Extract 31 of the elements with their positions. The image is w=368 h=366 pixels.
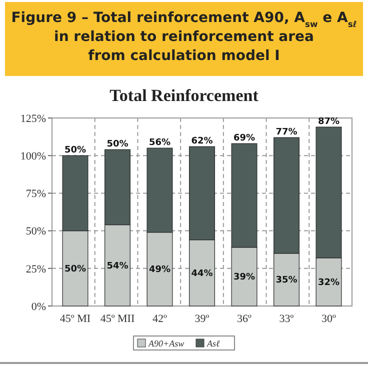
data-label: 39% <box>233 272 256 283</box>
data-label: 69% <box>233 134 256 144</box>
y-tick-label: 50% <box>26 226 46 238</box>
chart-subtitle: Total Reinforcement <box>110 86 259 105</box>
data-label: 54% <box>106 261 128 272</box>
y-tick-label: 0% <box>31 300 46 313</box>
data-label: 87% <box>318 117 340 128</box>
x-tick-label: 42º <box>152 313 168 325</box>
x-tick-label: 45º MI <box>60 313 91 325</box>
y-tick-label: 100% <box>20 150 46 162</box>
x-tick-label: 30º <box>322 313 337 325</box>
y-tick-label: 25% <box>26 263 46 276</box>
x-tick-label: 36º <box>237 313 252 325</box>
data-label: 50% <box>106 140 128 150</box>
data-label: 44% <box>191 268 213 279</box>
data-label: 50% <box>64 264 86 274</box>
data-label: 62% <box>191 136 213 147</box>
x-tick-label: 45º MII <box>100 313 135 325</box>
data-label: 32% <box>318 278 340 288</box>
data-label: 49% <box>148 265 171 276</box>
x-tick-label: 39º <box>194 313 210 325</box>
data-label: 56% <box>148 138 171 148</box>
data-label: 35% <box>276 276 298 286</box>
legend-label: A90+Asw <box>148 338 184 348</box>
chart-title: Figure 9 – Total reinforcement A90, A$_{sw}$ e A$_{sℓ}$ in relation to reinforcement area from calculation model I <box>11 10 357 64</box>
data-label: 77% <box>276 128 298 138</box>
data-label: 50% <box>64 146 86 156</box>
x-tick-label: 33º <box>279 313 294 325</box>
y-tick-label: 125% <box>20 112 46 125</box>
legend-label: Asℓ <box>206 338 220 348</box>
y-tick-label: 75% <box>26 188 46 200</box>
